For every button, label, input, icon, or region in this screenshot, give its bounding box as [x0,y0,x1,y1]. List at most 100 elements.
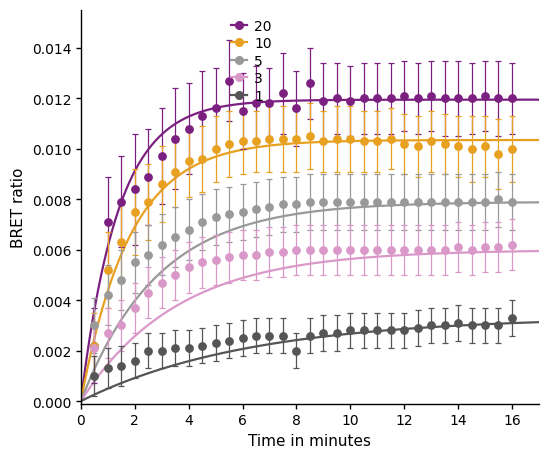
5 [373,199,382,206]
X-axis label: Time in minutes: Time in minutes [249,433,371,448]
3 [197,259,206,267]
1 [103,365,112,372]
20 [238,108,247,115]
20 [413,95,422,103]
20 [305,80,314,88]
20 [440,95,449,103]
1 [90,372,99,380]
10 [90,342,99,349]
10 [373,138,382,146]
3 [467,246,476,254]
1 [508,314,516,322]
20 [103,219,112,226]
Legend: 20, 10, 5, 3, 1: 20, 10, 5, 3, 1 [226,14,278,109]
10 [265,136,274,143]
3 [251,252,260,259]
20 [251,101,260,108]
1 [440,322,449,330]
5 [332,199,341,206]
10 [508,146,516,153]
20 [481,93,490,101]
20 [184,126,193,133]
20 [117,199,126,206]
1 [224,337,233,345]
1 [467,322,476,330]
5 [211,214,220,221]
10 [197,156,206,163]
10 [305,133,314,140]
10 [413,143,422,151]
10 [481,143,490,151]
5 [184,226,193,234]
1 [251,332,260,340]
1 [144,347,153,354]
1 [413,325,422,332]
3 [224,254,233,262]
1 [278,332,287,340]
3 [265,249,274,257]
20 [427,93,436,101]
5 [90,322,99,330]
5 [171,234,180,241]
5 [224,211,233,218]
5 [413,199,422,206]
10 [251,138,260,146]
20 [130,186,139,193]
20 [157,153,166,161]
10 [332,136,341,143]
5 [117,277,126,284]
1 [211,340,220,347]
10 [359,138,368,146]
20 [400,93,409,101]
10 [103,267,112,274]
3 [319,246,328,254]
10 [292,136,301,143]
1 [359,327,368,335]
3 [144,289,153,297]
5 [359,199,368,206]
5 [400,199,409,206]
10 [467,146,476,153]
3 [373,246,382,254]
3 [278,249,287,257]
20 [197,113,206,120]
5 [197,219,206,226]
1 [481,322,490,330]
20 [467,95,476,103]
5 [427,199,436,206]
5 [440,199,449,206]
5 [319,199,328,206]
3 [90,345,99,352]
10 [494,151,503,158]
3 [481,244,490,252]
20 [373,95,382,103]
5 [265,204,274,211]
1 [454,319,463,327]
3 [171,272,180,279]
5 [130,259,139,267]
20 [359,95,368,103]
10 [427,138,436,146]
3 [130,304,139,312]
5 [454,199,463,206]
10 [346,136,355,143]
20 [265,101,274,108]
3 [292,246,301,254]
10 [211,146,220,153]
1 [386,327,395,335]
1 [319,330,328,337]
5 [157,241,166,249]
5 [144,252,153,259]
3 [184,264,193,271]
20 [171,136,180,143]
3 [238,252,247,259]
5 [508,199,516,206]
3 [427,246,436,254]
1 [130,357,139,364]
1 [373,327,382,335]
1 [197,342,206,349]
3 [440,246,449,254]
3 [117,322,126,330]
10 [440,141,449,148]
5 [251,206,260,213]
